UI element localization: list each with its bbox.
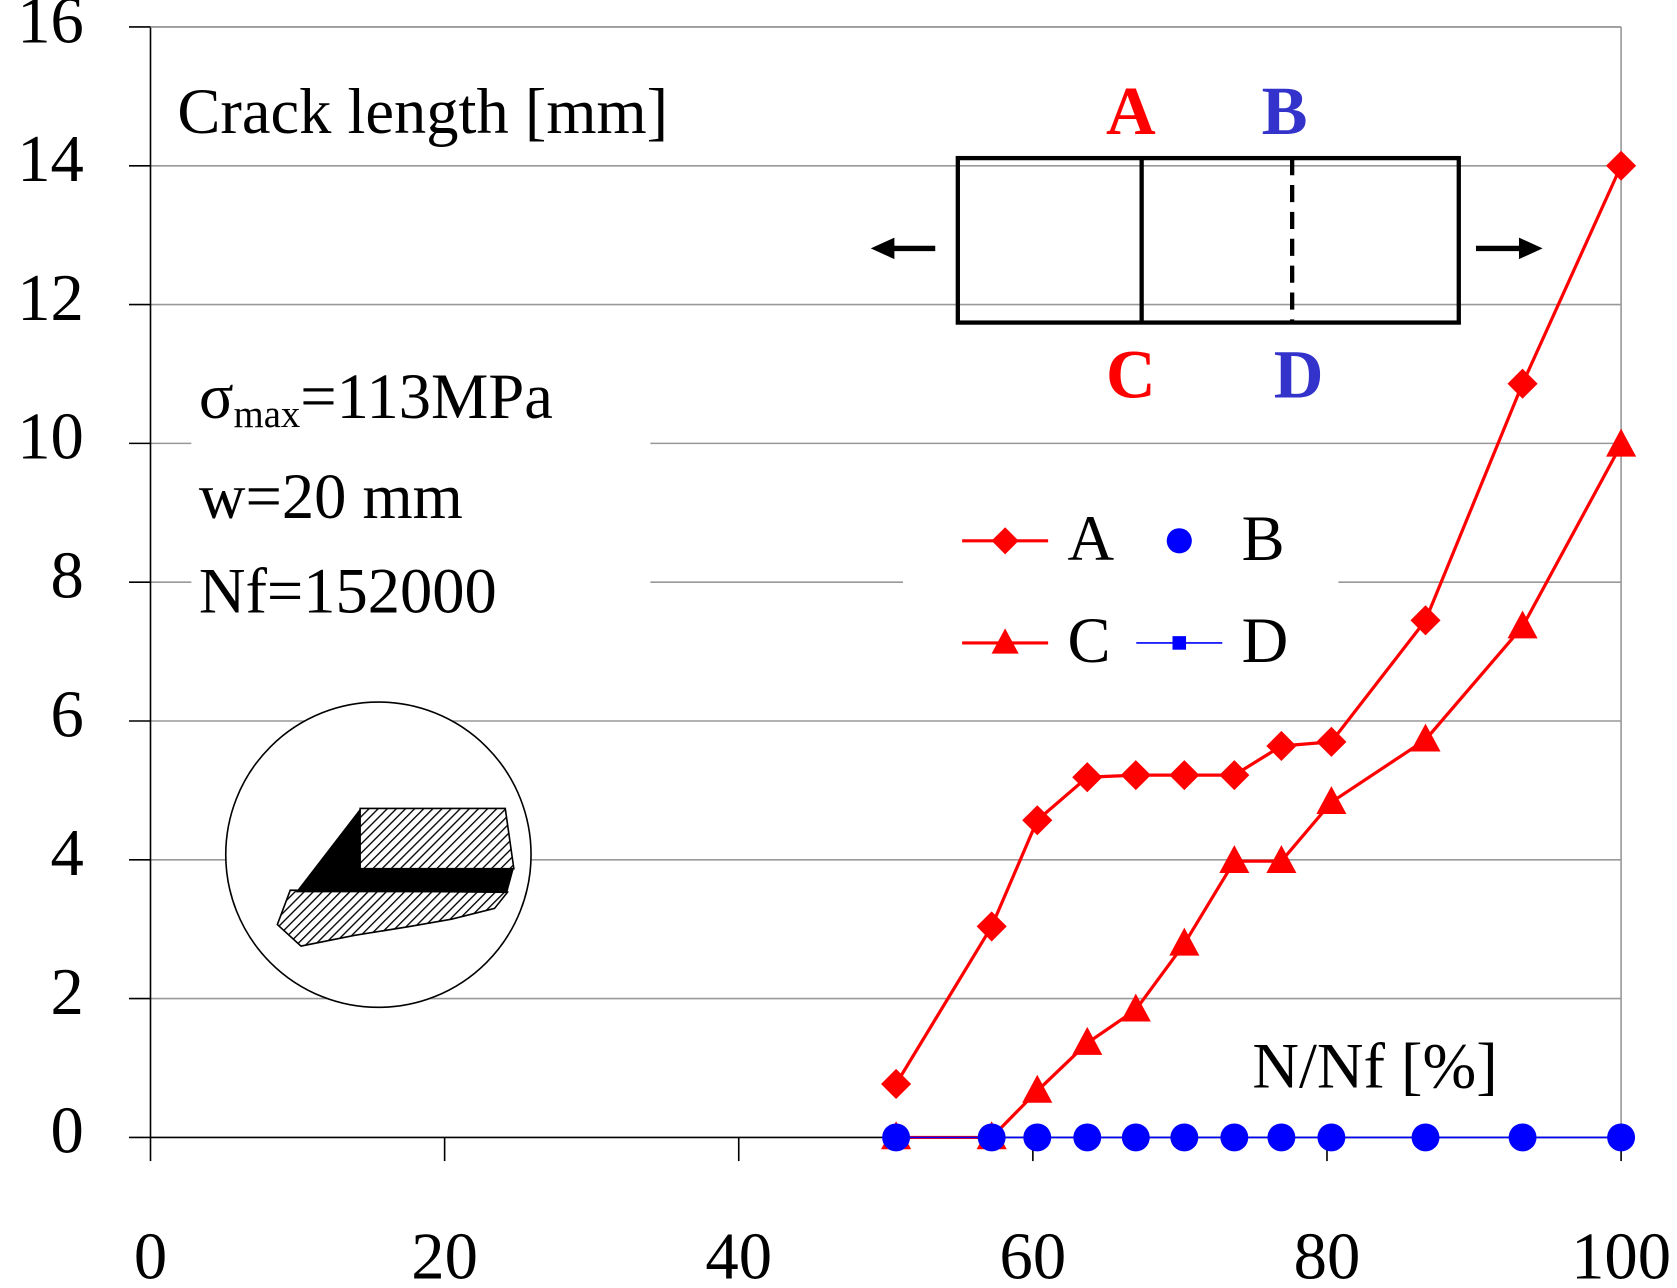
- diagram-label: A: [1106, 73, 1156, 149]
- triangle-marker: [1120, 993, 1151, 1022]
- circle-marker: [1073, 1123, 1102, 1152]
- triangle-marker: [1266, 845, 1297, 874]
- circle-marker: [977, 1123, 1006, 1152]
- triangle-marker: [1169, 927, 1200, 956]
- diamond-marker: [1120, 760, 1151, 791]
- y-tick-label: 4: [51, 817, 84, 890]
- diamond-marker: [1266, 730, 1297, 762]
- circle-marker: [1317, 1123, 1346, 1152]
- y-tick-label: 16: [17, 0, 84, 57]
- y-tick-label: 10: [17, 401, 84, 474]
- diamond-marker: [881, 1068, 912, 1100]
- square-marker: [1172, 636, 1187, 650]
- legend-label: A: [1067, 503, 1114, 574]
- circle-marker: [1166, 528, 1192, 554]
- x-tick-label: 20: [411, 1220, 478, 1288]
- sigma-value: =113MPa: [300, 361, 553, 432]
- x-tick-label: 0: [134, 1220, 167, 1288]
- circle-marker: [1508, 1123, 1537, 1152]
- triangle-marker: [1606, 428, 1637, 457]
- series-line: [894, 165, 1623, 1085]
- cycles-annotation: Nf=152000: [199, 556, 497, 627]
- legend-label: B: [1242, 503, 1285, 574]
- diamond-marker: [1410, 605, 1441, 636]
- circle-marker: [1023, 1123, 1052, 1152]
- x-tick-label: 80: [1294, 1220, 1361, 1288]
- circle-marker: [1121, 1123, 1150, 1152]
- plot: [881, 150, 1637, 1152]
- sigma-subscript: max: [234, 394, 301, 436]
- diamond-marker: [1219, 760, 1250, 791]
- diamond-marker: [1022, 805, 1053, 836]
- diamond-marker: [976, 911, 1007, 942]
- y-tick-label: 6: [51, 678, 84, 751]
- legend-background: [903, 503, 1339, 692]
- diamond-marker: [1169, 760, 1200, 791]
- y-tick-label: 8: [51, 539, 84, 612]
- x-axis-title: N/Nf [%]: [1252, 1031, 1497, 1102]
- triangle-marker: [1507, 610, 1538, 639]
- specimen-diagram: [870, 155, 1543, 325]
- annotation-background: [191, 354, 651, 637]
- diamond-marker: [1507, 368, 1538, 399]
- legend-label: D: [1242, 605, 1289, 676]
- triangle-marker: [1022, 1074, 1053, 1103]
- y-tick-label: 0: [51, 1095, 84, 1168]
- y-tick-label: 14: [17, 123, 84, 196]
- legend-label: C: [1067, 605, 1110, 676]
- triangle-marker: [1410, 723, 1441, 752]
- diamond-marker: [1072, 762, 1103, 793]
- diagram-label: B: [1262, 73, 1308, 149]
- diamond-marker: [1606, 150, 1637, 181]
- diagram-label: C: [1106, 336, 1156, 412]
- triangle-marker: [1219, 845, 1250, 874]
- circle-marker: [882, 1123, 911, 1152]
- stress-annotation: σmax=113MPa: [199, 361, 553, 436]
- circle-marker: [1411, 1123, 1440, 1152]
- y-axis-title: Crack length [mm]: [177, 76, 668, 147]
- weld-inset: [224, 701, 532, 1009]
- x-tick-label: 40: [705, 1220, 772, 1288]
- x-tick-label: 100: [1571, 1220, 1671, 1288]
- circle-marker: [1607, 1123, 1636, 1152]
- sigma: σ: [199, 361, 234, 432]
- triangle-marker: [991, 628, 1019, 654]
- circle-marker: [1170, 1123, 1199, 1152]
- width-annotation: w=20 mm: [199, 461, 463, 532]
- diagram-label: D: [1274, 336, 1324, 412]
- x-tick-label: 60: [1000, 1220, 1067, 1288]
- circle-marker: [1267, 1123, 1296, 1152]
- circle-marker: [1220, 1123, 1249, 1152]
- diamond-marker: [1316, 726, 1347, 757]
- y-tick-label: 12: [17, 262, 84, 335]
- triangle-marker: [1316, 786, 1347, 815]
- triangle-marker: [1072, 1026, 1103, 1055]
- y-tick-label: 2: [51, 956, 84, 1029]
